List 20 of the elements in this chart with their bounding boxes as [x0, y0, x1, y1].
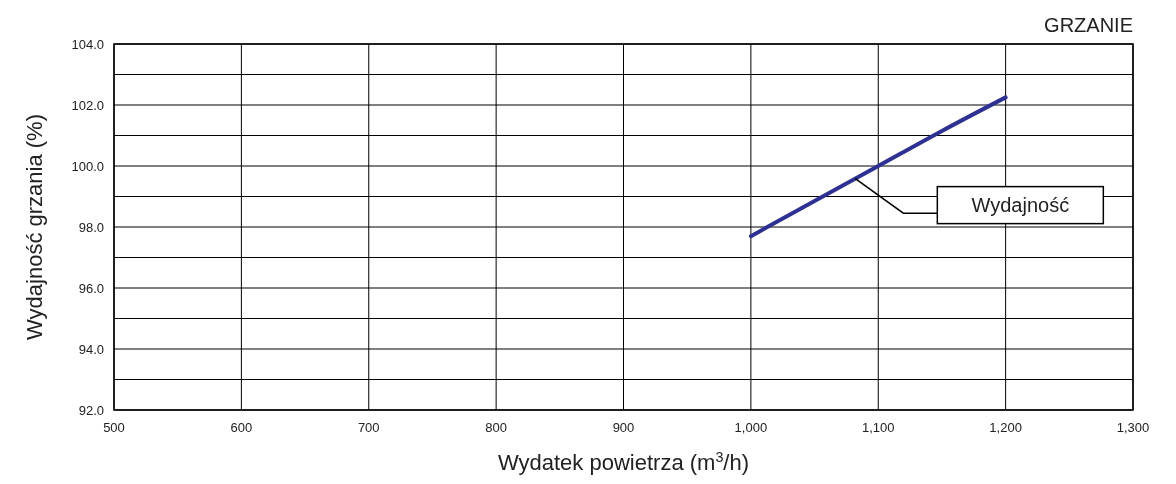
y-tick-label: 98.0 — [78, 220, 104, 235]
y-tick-label: 102.0 — [71, 98, 104, 113]
x-tick-label: 1,300 — [1116, 420, 1150, 435]
x-tick-label: 700 — [357, 420, 380, 435]
text: Wydajność — [971, 194, 1070, 217]
y-tick-label: 100.0 — [71, 159, 104, 174]
x-tick-label: 600 — [230, 420, 253, 435]
x-tick-label: 800 — [485, 420, 507, 435]
x-axis-title: Wydatek powietrza (m$^{3}$/h) — [497, 449, 750, 475]
y-tick-label: 104.0 — [71, 37, 104, 52]
x-tick-label: 900 — [612, 420, 635, 435]
x-tick-label: 1,100 — [861, 420, 895, 435]
chart-title: GRZANIE — [1044, 14, 1133, 36]
x-tick-label: 500 — [103, 420, 125, 435]
x-tick-label: 1,200 — [989, 420, 1022, 435]
y-tick-label: 92.0 — [78, 403, 104, 418]
y-axis-title: Wydajność grzania (%) — [22, 114, 47, 340]
y-tick-label: 96.0 — [78, 281, 104, 296]
x-tick-label: 1,000 — [734, 420, 768, 435]
y-tick-label: 94.0 — [78, 342, 104, 357]
